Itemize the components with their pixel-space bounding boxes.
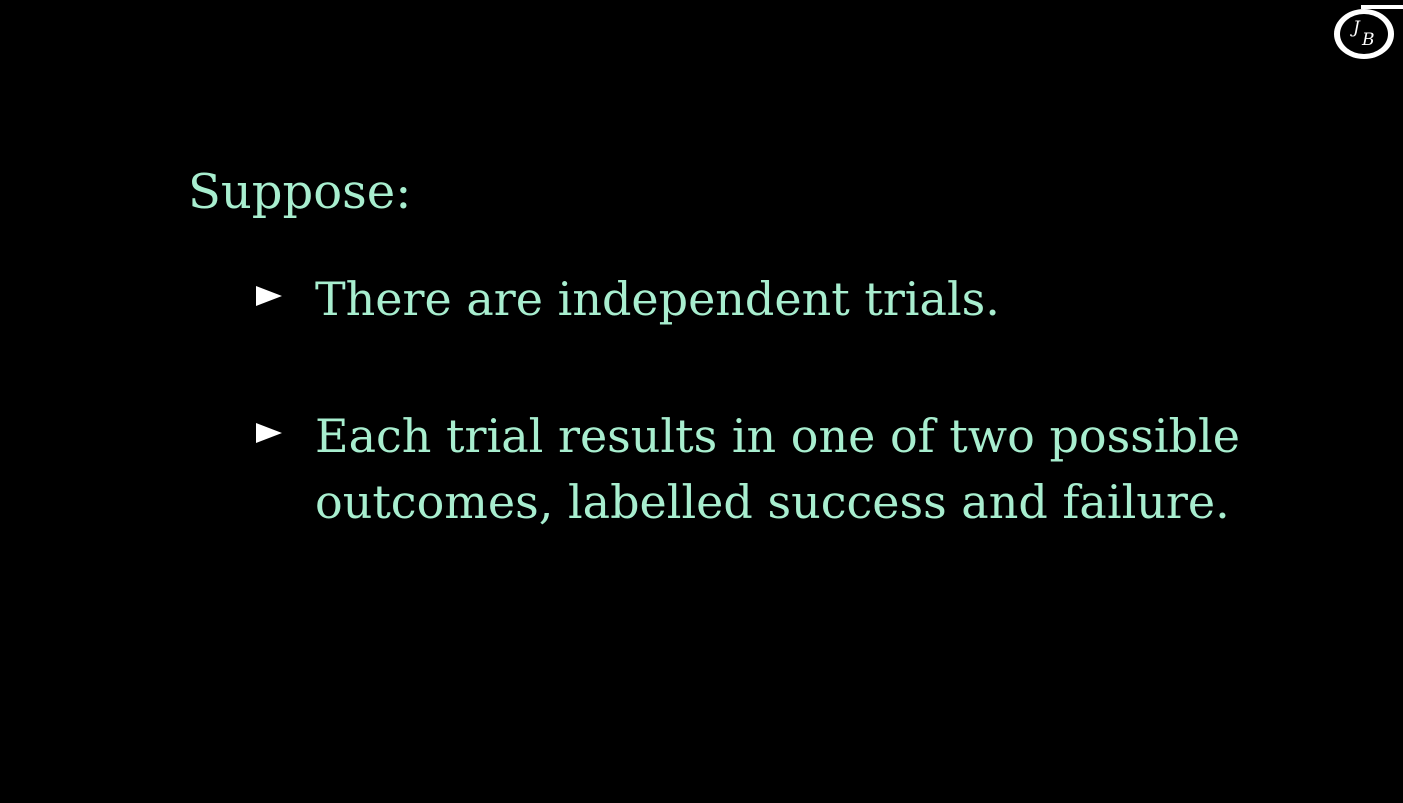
bullet-line: outcomes, labelled success and failure. xyxy=(315,475,1230,529)
logo-mark: J B xyxy=(1334,5,1403,59)
bullet-text: Each trial results in one of two possibl… xyxy=(315,403,1240,535)
slide-heading: Suppose: xyxy=(188,164,412,220)
bullet-item: Each trial results in one of two possibl… xyxy=(256,403,1256,535)
logo-letter-j: J xyxy=(1350,18,1361,38)
bullet-line: There are independent trials. xyxy=(315,272,1000,326)
bullet-text: There are independent trials. xyxy=(315,266,1235,332)
triangle-bullet-icon xyxy=(256,403,282,463)
bullet-item: There are independent trials. xyxy=(256,266,1256,332)
logo-letter-b: B xyxy=(1361,30,1375,50)
triangle-bullet-icon xyxy=(256,266,282,326)
bullet-line: Each trial results in one of two possibl… xyxy=(315,409,1240,463)
logo: J B xyxy=(1331,3,1403,61)
